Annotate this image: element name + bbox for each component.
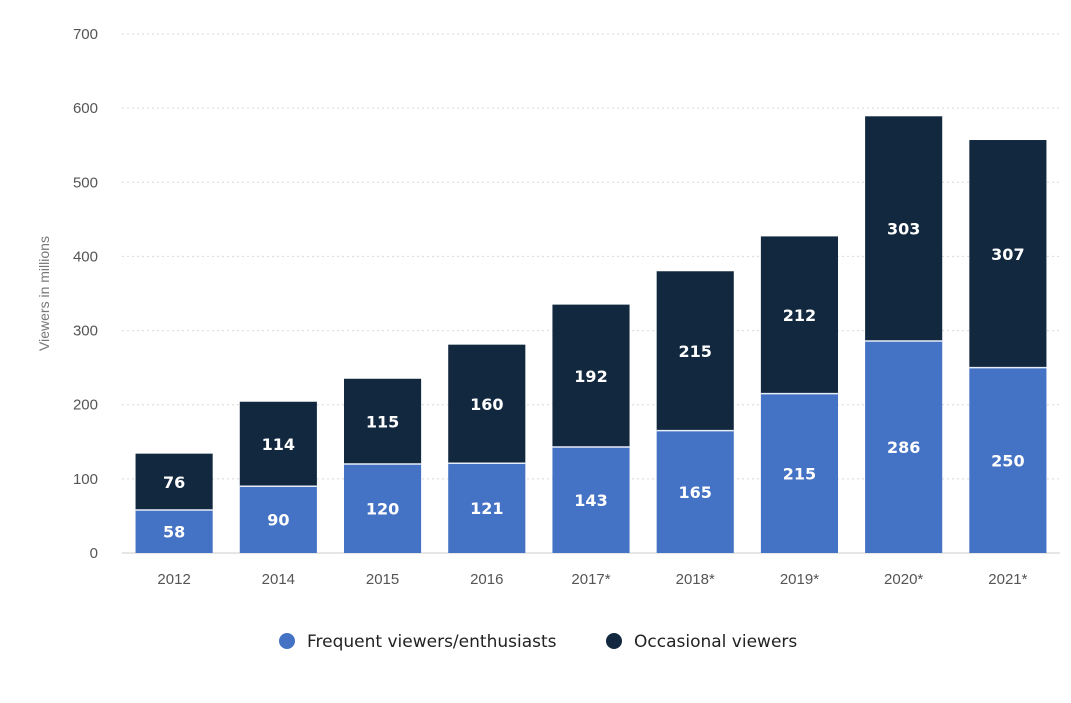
bar-frequent-viewers	[656, 430, 734, 553]
data-label: 120	[366, 500, 399, 519]
data-label: 215	[679, 342, 712, 361]
legend-label-occasional: Occasional viewers	[634, 632, 797, 652]
data-label: 192	[574, 367, 607, 386]
bar-occasional-viewers	[969, 140, 1047, 368]
x-tick-label: 2015	[366, 571, 399, 588]
bar-occasional-viewers	[239, 401, 317, 487]
x-axis-ticks: 2012 2014 2015 2016 2017* 2018* 2019* 2020* 2021…	[157, 571, 1027, 588]
data-label: 121	[470, 499, 503, 518]
x-tick-label: 2016	[470, 571, 503, 588]
data-label: 90	[267, 511, 289, 530]
data-label: 165	[679, 483, 712, 502]
data-label: 76	[163, 473, 185, 492]
y-tick-label: 700	[73, 26, 98, 43]
data-label: 58	[163, 522, 185, 541]
x-tick-label: 2019*	[780, 571, 819, 588]
x-tick-label: 2017*	[571, 571, 610, 588]
bar-frequent-viewers	[760, 393, 839, 553]
bar-frequent-viewers	[969, 367, 1047, 553]
y-axis-title: Viewers in millions	[36, 236, 52, 351]
bar-frequent-viewers	[343, 464, 422, 553]
y-tick-label: 600	[73, 100, 98, 117]
bar-occasional-viewers	[552, 304, 630, 447]
data-label: 212	[783, 306, 816, 325]
bar-occasional-viewers	[760, 236, 839, 394]
y-tick-label: 100	[73, 471, 98, 488]
data-label: 115	[366, 412, 399, 431]
x-tick-label: 2014	[262, 571, 295, 588]
data-label: 286	[887, 438, 920, 457]
x-tick-label: 2012	[157, 571, 190, 588]
data-label: 215	[783, 464, 816, 483]
y-tick-label: 200	[73, 397, 98, 414]
data-label: 307	[991, 245, 1024, 264]
y-tick-label: 300	[73, 323, 98, 340]
bar-occasional-viewers	[656, 271, 734, 431]
y-tick-label: 0	[90, 545, 98, 562]
y-axis-ticks: 0 100 200 300 400 500 600 700	[73, 26, 98, 562]
x-tick-label: 2020*	[884, 571, 923, 588]
data-label: 160	[470, 395, 503, 414]
bar-frequent-viewers	[239, 486, 317, 553]
bar-occasional-viewers	[448, 344, 526, 464]
data-label: 303	[887, 220, 920, 239]
bar-occasional-viewers	[135, 453, 213, 510]
data-label: 114	[262, 435, 295, 454]
x-tick-label: 2018*	[676, 571, 715, 588]
bar-frequent-viewers	[865, 340, 943, 553]
legend: Frequent viewers/enthusiasts Occasional v…	[279, 632, 797, 652]
data-label: 143	[574, 491, 607, 510]
bar-frequent-viewers	[448, 463, 526, 553]
bar-frequent-viewers	[135, 509, 213, 553]
bars: 58 76 90 114 120 115 121 160 143 192 165 215 215 212 2…	[135, 116, 1047, 553]
bar-frequent-viewers	[552, 446, 630, 553]
legend-marker-frequent	[279, 633, 295, 649]
y-tick-label: 500	[73, 174, 98, 191]
bar-occasional-viewers	[343, 378, 422, 465]
data-label: 250	[991, 451, 1024, 470]
legend-marker-occasional	[606, 633, 622, 649]
bar-occasional-viewers	[865, 116, 943, 341]
x-tick-label: 2021*	[988, 571, 1027, 588]
legend-label-frequent: Frequent viewers/enthusiasts	[307, 632, 557, 652]
y-tick-label: 400	[73, 248, 98, 265]
